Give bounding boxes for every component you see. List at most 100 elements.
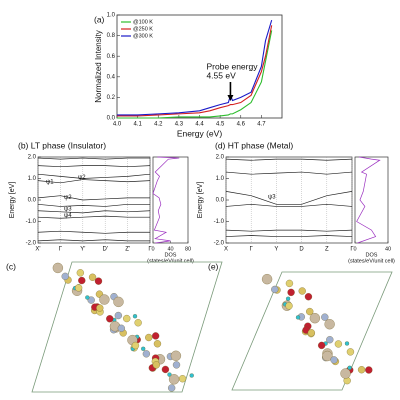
cell-box <box>31 261 223 393</box>
data-line <box>117 30 273 119</box>
plot-frame <box>37 156 151 244</box>
atom <box>61 272 69 281</box>
y-tick-label: 0.0 <box>28 198 37 204</box>
atom <box>334 340 343 348</box>
y-tick-label: -1.0 <box>214 219 225 225</box>
atom <box>321 313 329 321</box>
y-axis-label: Energy [eV] <box>197 182 204 219</box>
x-tick-label: 4.7 <box>257 122 266 128</box>
atom <box>145 333 153 342</box>
atom <box>76 269 84 277</box>
atom <box>142 350 151 358</box>
atom <box>99 294 110 305</box>
atom <box>365 366 373 374</box>
data-line <box>117 19 273 116</box>
band <box>37 239 150 242</box>
panel-label: (e) <box>208 261 219 271</box>
annotation: 4.55 eV <box>206 70 236 80</box>
band <box>37 203 150 207</box>
atom <box>309 313 321 324</box>
x-tick-label: 4.1 <box>133 122 142 128</box>
atom <box>285 296 291 301</box>
atom <box>170 350 182 361</box>
x-tick-label: Z <box>325 247 329 253</box>
band <box>37 173 151 179</box>
y-tick-label: 2.0 <box>216 155 225 161</box>
atom <box>161 365 170 374</box>
atom <box>78 276 86 285</box>
y-tick-label: 1.0 <box>28 176 37 182</box>
dos-label: (states/eV/unit cell) <box>147 258 194 264</box>
x-tick-label: 4.3 <box>175 122 184 128</box>
y-tick-label: 0.6 <box>107 54 116 60</box>
atom <box>304 293 313 301</box>
atom <box>87 296 95 304</box>
atom <box>347 365 352 370</box>
band-label: ψ2 <box>64 195 72 201</box>
atom <box>117 324 125 332</box>
dos-tick-label: 40 <box>385 246 391 252</box>
atom <box>340 368 351 379</box>
band <box>37 165 151 168</box>
atom <box>317 341 326 350</box>
panel-label: (c) <box>6 261 16 271</box>
dos-curve <box>356 156 381 244</box>
band <box>225 171 353 175</box>
panel-title: (b) LT phase (Insulator) <box>18 140 106 150</box>
atom <box>344 341 350 346</box>
atom <box>306 307 314 316</box>
atom <box>168 384 176 392</box>
band <box>37 210 151 214</box>
legend-label: @100 K <box>133 19 153 25</box>
atom <box>271 285 279 294</box>
dos-label: (states/eV/unit cell) <box>348 258 395 264</box>
x-tick-label: 4.6 <box>237 122 246 128</box>
atom <box>172 361 181 369</box>
y-tick-label: -1.0 <box>26 219 37 225</box>
band-label: ψ3 <box>64 207 72 213</box>
y-tick-label: 0.2 <box>107 95 116 101</box>
panel-title: (d) HT phase (Metal) <box>215 140 293 150</box>
arrow-head <box>227 95 234 101</box>
atom <box>167 372 172 377</box>
atom <box>357 366 366 374</box>
x-tick-label: Γ <box>148 247 152 253</box>
x-axis-label: Energy (eV) <box>177 128 223 138</box>
panel-label: (a) <box>94 14 105 24</box>
dos-tick-label: 0 <box>151 246 154 252</box>
x-tick-label: Z' <box>125 247 130 253</box>
x-tick-label: X' <box>35 247 40 253</box>
atom <box>178 375 187 383</box>
dos-tick-label: 80 <box>185 246 191 252</box>
legend-label: @250 K <box>133 26 153 32</box>
atom <box>74 284 83 292</box>
dos-frame <box>152 156 189 244</box>
atom <box>261 274 273 285</box>
x-tick-label: 4.0 <box>113 122 122 128</box>
x-tick-label: Y' <box>80 247 85 253</box>
y-tick-label: -2.0 <box>214 241 225 247</box>
band-label: ψ4 <box>64 213 72 219</box>
band <box>225 203 353 207</box>
data-line <box>117 25 273 117</box>
x-tick-label: Y <box>274 247 278 253</box>
atom <box>152 332 160 340</box>
y-tick-label: -2.0 <box>26 241 37 247</box>
band-label: ψ1 <box>46 179 54 185</box>
atom <box>346 348 355 356</box>
atom <box>322 350 333 362</box>
atom <box>152 361 160 369</box>
atom <box>307 329 315 337</box>
y-tick-label: 0.4 <box>107 74 116 80</box>
legend-label: @300 K <box>133 33 153 39</box>
band-label: ψ3 <box>268 194 276 200</box>
atom <box>94 277 103 285</box>
atom <box>285 279 294 288</box>
dos-tick-label: 40 <box>167 246 173 252</box>
band <box>37 157 150 160</box>
y-tick-label: 0.8 <box>107 33 116 39</box>
x-tick-label: X <box>224 247 228 253</box>
x-tick-label: Γ <box>250 247 254 253</box>
atom <box>113 296 124 308</box>
